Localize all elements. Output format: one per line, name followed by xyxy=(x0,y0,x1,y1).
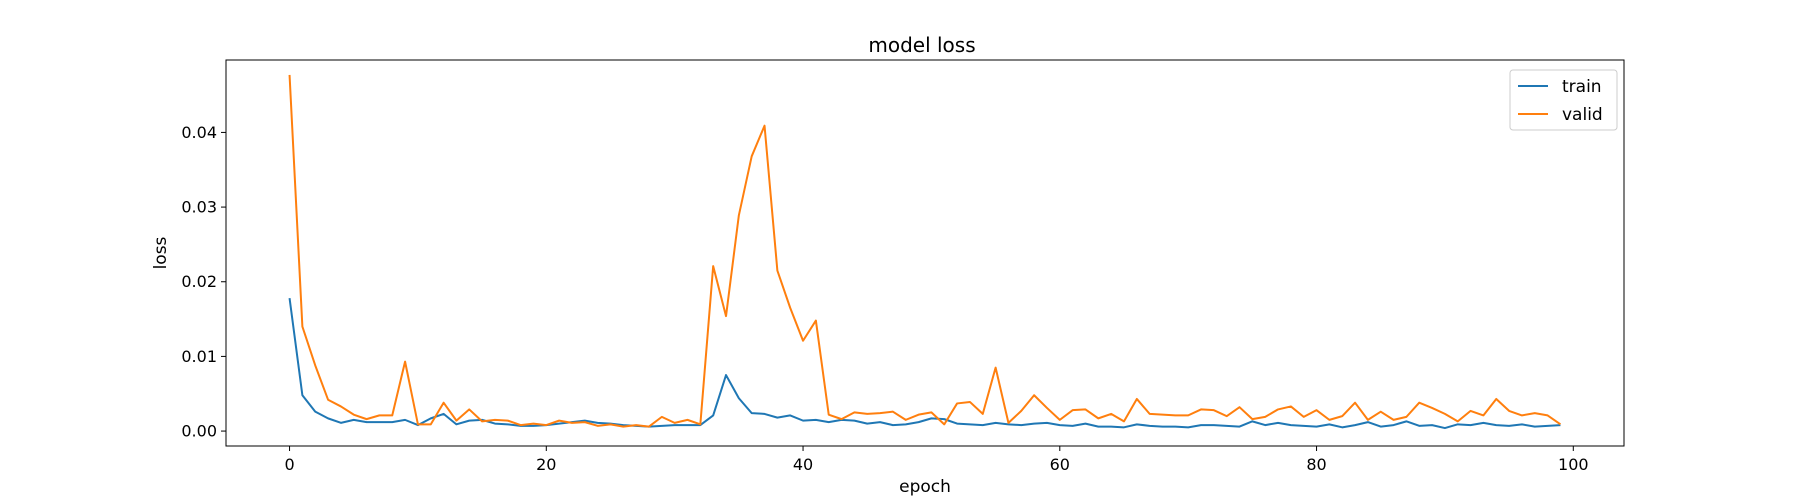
y-tick-label: 0.03 xyxy=(181,198,217,217)
x-tick-label: 100 xyxy=(1558,455,1589,474)
chart-title: model loss xyxy=(868,33,975,57)
x-tick-label: 20 xyxy=(536,455,556,474)
legend-label-valid: valid xyxy=(1562,105,1603,125)
x-tick-label: 80 xyxy=(1306,455,1326,474)
legend-label-train: train xyxy=(1562,77,1602,97)
series-line-train xyxy=(288,298,1561,430)
y-tick-label: 0.00 xyxy=(181,422,217,441)
axes-frame xyxy=(225,59,1625,447)
y-axis-label: loss xyxy=(151,236,171,269)
x-tick-label: 0 xyxy=(284,455,294,474)
y-tick-label: 0.01 xyxy=(181,347,217,366)
x-tick-label: 40 xyxy=(793,455,813,474)
y-tick-label: 0.02 xyxy=(181,272,217,291)
x-axis-label: epoch xyxy=(899,477,951,497)
x-tick-label: 60 xyxy=(1050,455,1070,474)
axis-ticks: 0 20 40 60 80 100 0.00 0.01 0.02 0.03 0.04 xyxy=(181,123,1588,474)
plot-area xyxy=(288,74,1562,430)
legend: train valid xyxy=(1509,69,1618,131)
series-line-valid xyxy=(288,74,1562,428)
y-tick-label: 0.04 xyxy=(181,123,217,142)
